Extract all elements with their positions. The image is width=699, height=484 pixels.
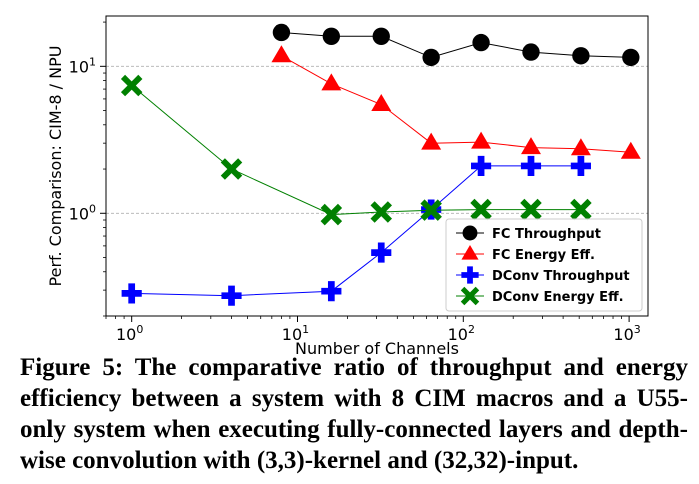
series-line-dconv-energy-eff (131, 85, 581, 216)
legend-label: FC Energy Eff. (492, 248, 595, 263)
data-point-dconv-throughput (121, 283, 142, 304)
data-point-dconv-throughput (570, 155, 591, 177)
legend-entry-fc-energy-eff: FC Energy Eff. (456, 245, 595, 263)
data-point-dconv-energy-eff (370, 201, 393, 223)
x-tick-label: 101 (282, 323, 309, 344)
x-axis-ticks: 100 101 102 103 (105, 316, 641, 344)
data-point-fc-throughput (472, 33, 490, 52)
chart: 100 101 102 103 100 101 Number of Channels P… (46, 15, 649, 358)
data-point-dconv-throughput (221, 285, 242, 306)
legend-entry-dconv-energy-eff: DConv Energy Eff. (456, 286, 624, 306)
series-dconv-energy-eff (120, 74, 592, 226)
caption-label: Figure 5: (20, 354, 124, 381)
legend-marker (460, 286, 480, 306)
data-point-dconv-energy-eff (470, 198, 492, 221)
series-dconv-throughput (121, 155, 591, 306)
legend-box (445, 218, 643, 312)
legend: FC Throughput FC Energy Eff. DConv Through… (445, 218, 643, 312)
data-point-fc-energy-eff (271, 45, 292, 63)
data-point-fc-energy-eff (620, 141, 641, 159)
data-point-fc-energy-eff (321, 73, 342, 91)
legend-label: DConv Energy Eff. (492, 290, 624, 305)
legend-marker (462, 225, 478, 241)
x-axis-label: Number of Channels (295, 339, 459, 358)
legend-marker (461, 245, 479, 260)
data-point-fc-throughput (572, 47, 590, 65)
legend-entries: FC Throughput FC Energy Eff. DConv Through… (456, 225, 630, 306)
y-axis-ticks: 100 101 (69, 21, 106, 317)
grid (106, 65, 648, 214)
data-point-dconv-throughput (520, 155, 542, 177)
data-point-dconv-throughput (470, 155, 492, 177)
data-point-fc-energy-eff (471, 131, 492, 149)
data-point-fc-energy-eff (570, 138, 591, 156)
data-point-dconv-throughput (371, 242, 392, 263)
data-point-fc-throughput (422, 48, 440, 67)
data-point-dconv-energy-eff (320, 203, 343, 226)
data-point-fc-throughput (322, 27, 341, 46)
y-axis-label: Perf. Comparison: CIM-8 / NPU (46, 46, 65, 287)
y-tick-label: 100 (69, 202, 96, 223)
legend-label: FC Throughput (492, 227, 601, 242)
x-tick-label: 100 (116, 323, 143, 344)
series-layer (120, 23, 641, 306)
legend-entry-fc-throughput: FC Throughput (456, 225, 601, 242)
legend-marker (461, 266, 479, 284)
data-point-dconv-energy-eff (120, 74, 143, 97)
data-point-fc-energy-eff (371, 93, 392, 111)
x-tick-label: 102 (448, 323, 475, 344)
series-fc-energy-eff (271, 45, 641, 159)
data-point-dconv-energy-eff (520, 198, 542, 221)
data-point-fc-throughput (622, 48, 640, 67)
data-point-fc-energy-eff (521, 137, 541, 155)
data-point-fc-throughput (372, 27, 390, 46)
series-fc-throughput (272, 23, 640, 67)
data-point-dconv-throughput (321, 281, 342, 302)
caption-text: The comparative ratio of throughput and … (20, 354, 688, 474)
data-point-fc-throughput (272, 23, 291, 42)
y-tick-label: 101 (69, 55, 96, 76)
data-point-fc-energy-eff (421, 132, 442, 150)
x-tick-label: 103 (613, 323, 640, 344)
series-line-fc-energy-eff (281, 55, 631, 153)
legend-label: DConv Throughput (492, 269, 630, 284)
figure-caption: Figure 5: The comparative ratio of throu… (20, 352, 688, 476)
legend-entry-dconv-throughput: DConv Throughput (456, 266, 630, 284)
data-point-fc-throughput (522, 43, 540, 61)
data-point-dconv-energy-eff (220, 158, 243, 180)
data-point-dconv-energy-eff (570, 198, 592, 221)
data-point-dconv-energy-eff (420, 199, 442, 221)
